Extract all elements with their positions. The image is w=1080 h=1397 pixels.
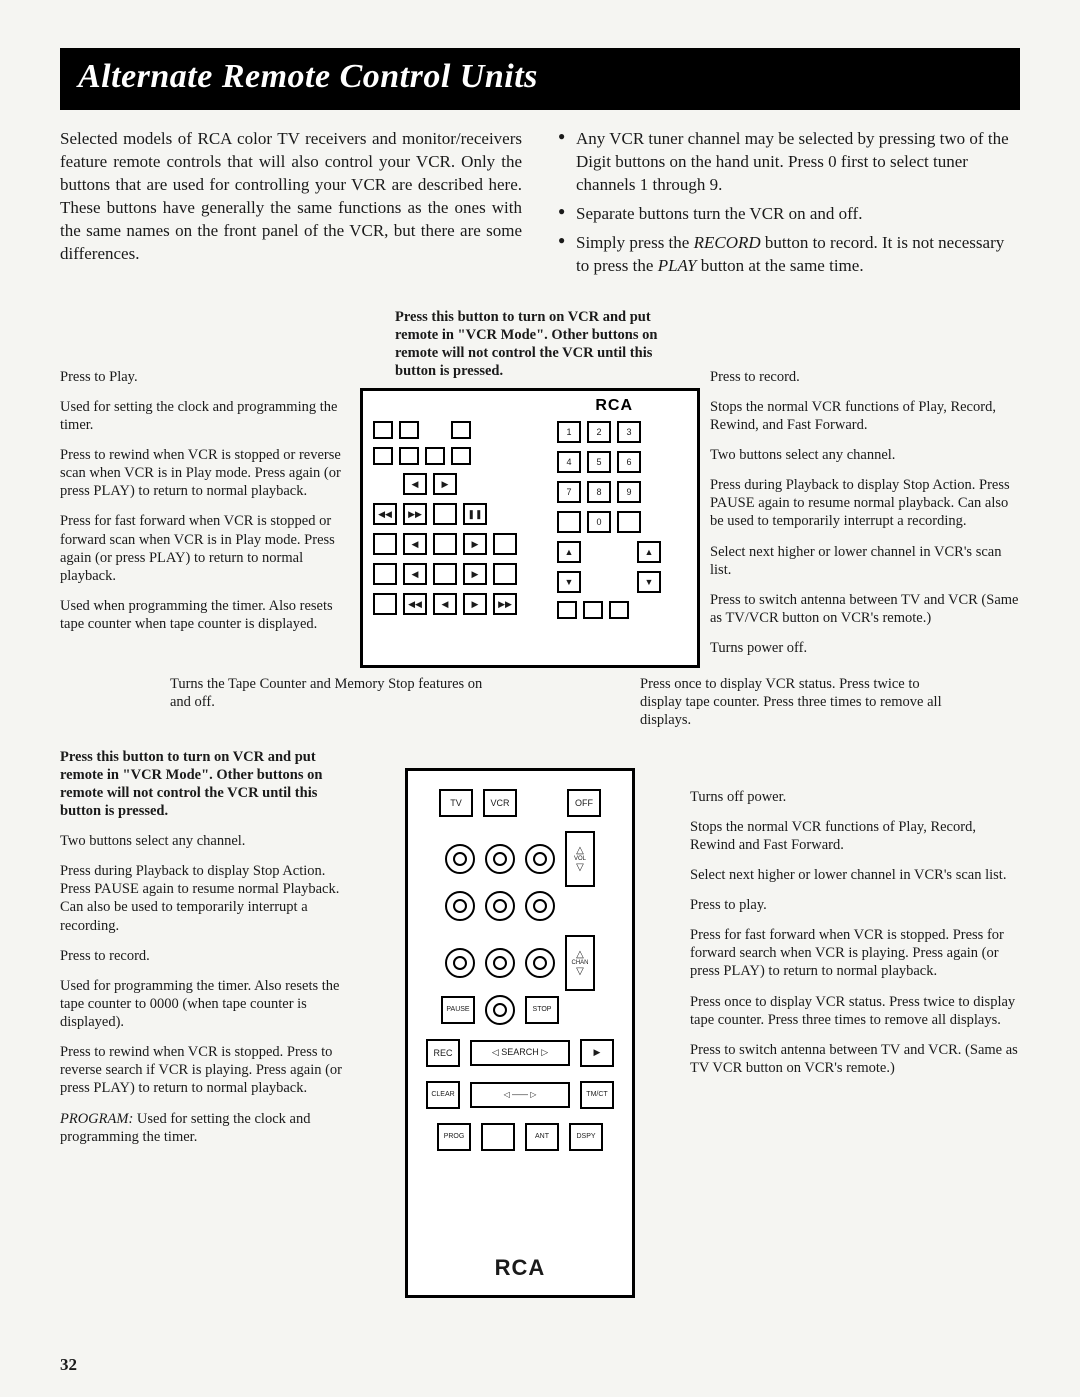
brand-label: RCA bbox=[591, 397, 637, 415]
callout: Used for setting the clock and programmi… bbox=[60, 398, 350, 434]
callout: Press for fast forward when VCR is stopp… bbox=[690, 926, 1020, 980]
intro-section: Selected models of RCA color TV receiver… bbox=[60, 128, 1020, 284]
page-number: 32 bbox=[60, 1355, 77, 1375]
callout: PROGRAM: Used for setting the clock and … bbox=[60, 1110, 350, 1146]
bullet-item: Any VCR tuner channel may be selected by… bbox=[558, 128, 1020, 197]
callout: Two buttons select any channel. bbox=[60, 832, 350, 850]
callout: Select next higher or lower channel in V… bbox=[690, 866, 1020, 884]
brand-label: RCA bbox=[408, 1255, 632, 1281]
callout: Press to rewind when VCR is stopped or r… bbox=[60, 446, 350, 500]
remote1-left-callouts: Press to Play. Used for setting the cloc… bbox=[60, 308, 350, 646]
page-title: Alternate Remote Control Units bbox=[60, 48, 1020, 110]
off-button: OFF bbox=[567, 789, 601, 817]
remote2-right-callouts: Turns off power. Stops the normal VCR fu… bbox=[690, 748, 1020, 1090]
search-button: ◁ SEARCH ▷ bbox=[470, 1040, 570, 1066]
callout: Press to switch antenna between TV and V… bbox=[690, 1041, 1020, 1077]
callout: Two buttons select any channel. bbox=[710, 446, 1020, 464]
callout: Press to record. bbox=[60, 947, 350, 965]
callout: Press during Playback to display Stop Ac… bbox=[60, 862, 350, 935]
play-button: ▶ bbox=[580, 1039, 614, 1067]
callout: Press to rewind when VCR is stopped. Pre… bbox=[60, 1043, 350, 1097]
remote-2: TV VCR OFF △VOL▽ bbox=[405, 768, 635, 1298]
remote-2-diagram: Press this button to turn on VCR and put… bbox=[60, 748, 1020, 1298]
vcr-mode-note: Press this button to turn on VCR and put… bbox=[395, 308, 665, 381]
callout: Press this button to turn on VCR and put… bbox=[60, 748, 350, 821]
callout: Select next higher or lower channel in V… bbox=[710, 543, 1020, 579]
callout: Press during Playback to display Stop Ac… bbox=[710, 476, 1020, 530]
bullet-item: Separate buttons turn the VCR on and off… bbox=[558, 203, 1020, 226]
callout: Press to Play. bbox=[60, 368, 350, 386]
callout: Turns off power. bbox=[690, 788, 1020, 806]
remote-1: RCA ◀▶ ◀◀▶▶❚❚ ◀▶ ◀▶ ◀◀◀▶▶▶ 123 456 789 0… bbox=[360, 388, 700, 668]
callout: Press to switch antenna between TV and V… bbox=[710, 591, 1020, 627]
intro-bullets: Any VCR tuner channel may be selected by… bbox=[558, 128, 1020, 284]
callout: Stops the normal VCR functions of Play, … bbox=[690, 818, 1020, 854]
remote1-right-callouts: Press to record. Stops the normal VCR fu… bbox=[710, 308, 1020, 670]
callout: Turns the Tape Counter and Memory Stop f… bbox=[170, 675, 490, 729]
callout: Used for programming the timer. Also res… bbox=[60, 977, 350, 1031]
callout: Turns power off. bbox=[710, 639, 1020, 657]
intro-paragraph: Selected models of RCA color TV receiver… bbox=[60, 128, 522, 284]
bullet-item: Simply press the RECORD button to record… bbox=[558, 232, 1020, 278]
rec-button: REC bbox=[426, 1039, 460, 1067]
remote2-left-callouts: Press this button to turn on VCR and put… bbox=[60, 748, 350, 1158]
callout: Press to play. bbox=[690, 896, 1020, 914]
tv-button: TV bbox=[439, 789, 473, 817]
callout: Press for fast forward when VCR is stopp… bbox=[60, 512, 350, 585]
callout: Press once to display VCR status. Press … bbox=[690, 993, 1020, 1029]
callout: Press once to display VCR status. Press … bbox=[640, 675, 960, 729]
callout: Stops the normal VCR functions of Play, … bbox=[710, 398, 1020, 434]
callout: Press to record. bbox=[710, 368, 1020, 386]
remote-1-diagram: Press to Play. Used for setting the cloc… bbox=[60, 308, 1020, 730]
callout: Used when programming the timer. Also re… bbox=[60, 597, 350, 633]
vcr-button: VCR bbox=[483, 789, 517, 817]
